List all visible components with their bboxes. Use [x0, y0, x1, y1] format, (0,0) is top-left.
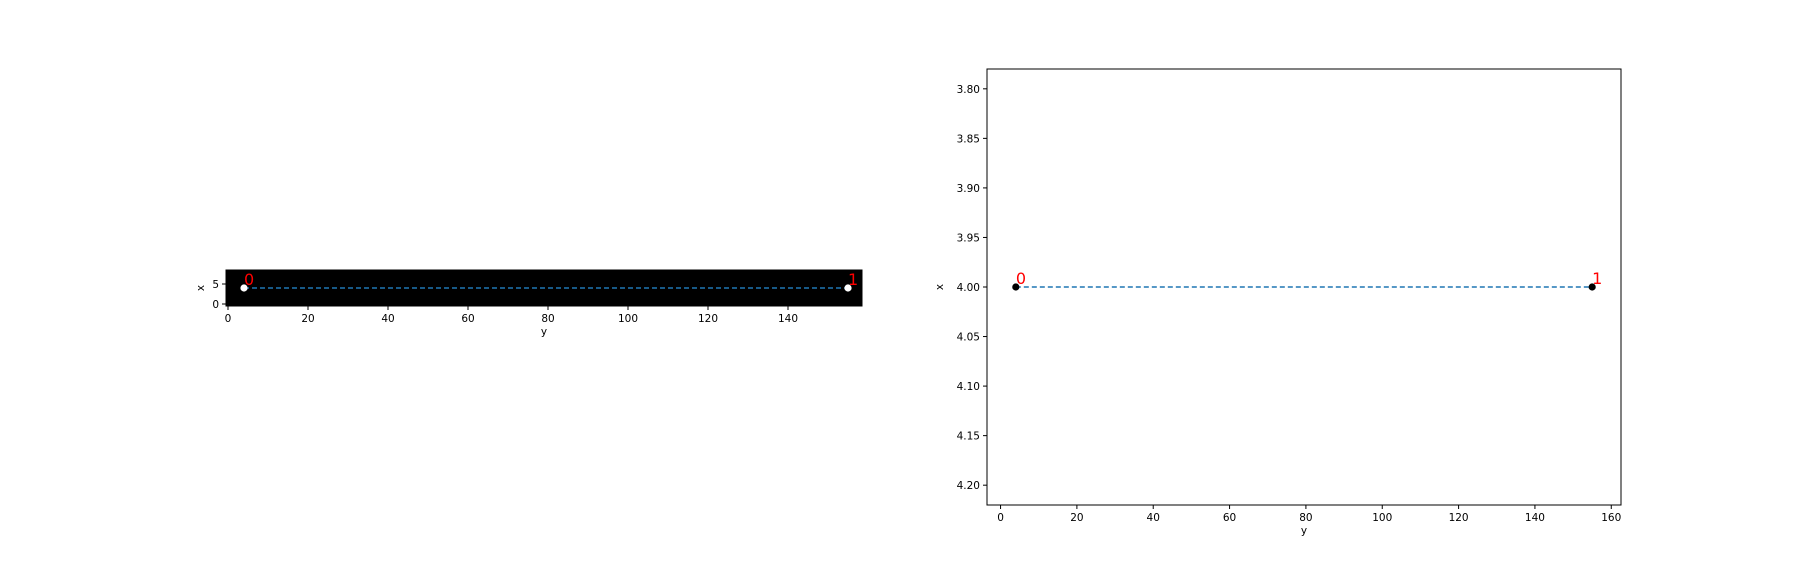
line-chart: 0 20 40 60 80 100 120 140 160 3.80 3.85 3.90 3.95 4.0…	[934, 68, 1622, 537]
y-tick-label: 4.05	[957, 332, 980, 344]
data-point	[844, 284, 852, 292]
data-point	[1588, 283, 1596, 291]
x-tick-label: 100	[1372, 512, 1392, 524]
x-tick-label: 120	[1449, 512, 1469, 524]
point-label: 1	[1592, 269, 1602, 288]
y-tick-label: 3.80	[957, 84, 980, 96]
y-axis-label: x	[934, 284, 946, 290]
point-label: 1	[848, 270, 858, 289]
point-label: 0	[244, 270, 254, 289]
x-tick-label: 20	[301, 313, 314, 325]
x-axis-label: y	[1301, 525, 1307, 537]
x-tick-label: 100	[618, 313, 638, 325]
point-label: 0	[1016, 269, 1026, 288]
y-tick-label: 3.95	[957, 232, 980, 244]
y-tick-label: 4.20	[957, 480, 980, 492]
image-chart: 0 20 40 60 80 100 120 140 0 5 y x 0 1	[195, 269, 863, 338]
y-tick-label: 3.85	[957, 133, 980, 145]
x-tick-label: 0	[997, 512, 1004, 524]
y-tick-label: 4.15	[957, 431, 980, 443]
x-tick-label: 80	[541, 313, 554, 325]
x-tick-label: 140	[1525, 512, 1545, 524]
y-tick-label: 4.10	[957, 381, 980, 393]
x-tick-label: 0	[225, 313, 232, 325]
x-axis-label: y	[541, 326, 547, 338]
y-tick-label: 0	[212, 299, 219, 311]
y-axis-label: x	[195, 285, 207, 291]
x-tick-label: 20	[1070, 512, 1083, 524]
x-tick-label: 120	[698, 313, 718, 325]
data-point	[240, 284, 248, 292]
data-point	[1012, 283, 1020, 291]
y-tick-label: 4.00	[957, 282, 980, 294]
x-tick-label: 40	[381, 313, 394, 325]
y-tick-label: 3.90	[957, 183, 980, 195]
x-tick-label: 160	[1601, 512, 1621, 524]
y-tick-label: 5	[212, 279, 219, 291]
x-tick-label: 60	[1223, 512, 1236, 524]
x-tick-label: 60	[461, 313, 474, 325]
x-tick-label: 80	[1299, 512, 1312, 524]
x-tick-label: 40	[1147, 512, 1160, 524]
x-tick-label: 140	[778, 313, 798, 325]
axes-frame	[225, 269, 863, 307]
